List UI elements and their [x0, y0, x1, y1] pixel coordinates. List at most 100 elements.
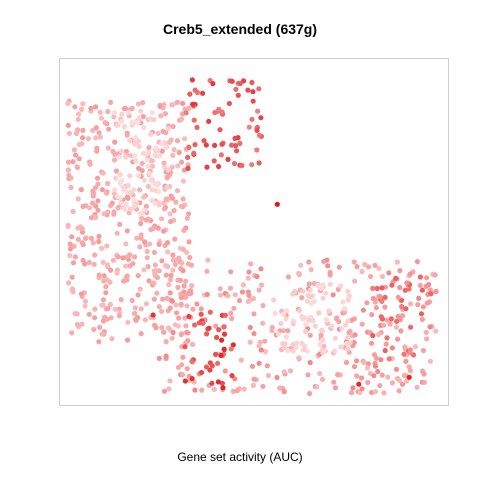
data-point [144, 157, 150, 163]
data-point [301, 346, 307, 352]
data-point [171, 207, 177, 214]
data-point [327, 281, 333, 287]
data-point [105, 305, 111, 311]
data-point [285, 274, 291, 280]
data-point [206, 118, 212, 124]
data-point [180, 203, 186, 209]
data-point [198, 369, 205, 376]
data-point [113, 175, 119, 181]
data-point [421, 371, 427, 377]
data-point [370, 295, 376, 302]
data-point [141, 267, 147, 273]
data-point [136, 173, 142, 179]
data-point [198, 311, 204, 317]
data-point [285, 328, 291, 334]
data-point [336, 319, 342, 325]
data-point [69, 274, 75, 280]
data-point [332, 385, 339, 391]
data-point [88, 235, 94, 241]
data-point [406, 374, 412, 380]
data-point [427, 324, 433, 330]
data-point [433, 288, 439, 295]
data-point [125, 110, 132, 116]
data-point [82, 303, 88, 309]
data-point [364, 365, 371, 371]
plot-area [59, 58, 449, 406]
data-point [137, 244, 143, 250]
data-point [170, 101, 176, 107]
data-point [232, 143, 239, 149]
data-point [100, 170, 106, 176]
data-point [175, 364, 182, 370]
data-point [298, 262, 304, 268]
data-point [349, 390, 355, 396]
data-point [97, 134, 103, 140]
data-point [379, 298, 385, 304]
data-point [121, 278, 127, 284]
data-point [121, 124, 127, 130]
data-point [155, 225, 161, 231]
data-point [93, 125, 99, 131]
data-point [214, 334, 220, 340]
data-point [319, 376, 326, 383]
data-point [169, 335, 175, 341]
data-point [95, 181, 101, 187]
data-point [155, 182, 161, 188]
data-point [381, 322, 387, 328]
data-point [189, 376, 195, 382]
data-point [166, 386, 172, 392]
data-point [146, 145, 152, 151]
data-point [101, 278, 107, 284]
data-point [335, 372, 341, 378]
data-point [184, 215, 190, 221]
data-point [216, 327, 222, 333]
data-point [76, 111, 82, 117]
data-point [294, 340, 300, 346]
data-point [217, 292, 224, 298]
data-point [359, 268, 365, 275]
data-point [67, 241, 73, 247]
data-point [105, 108, 111, 115]
data-point [249, 79, 255, 86]
data-point [203, 364, 210, 370]
data-point [215, 360, 221, 366]
data-point [112, 139, 118, 145]
data-point [181, 283, 187, 289]
data-point [346, 293, 352, 299]
data-point [221, 346, 227, 352]
data-point [232, 135, 238, 141]
data-point [225, 156, 231, 162]
data-point [368, 340, 375, 346]
data-point [382, 347, 388, 354]
data-point [368, 273, 374, 280]
data-point [149, 197, 155, 203]
data-point [222, 368, 228, 374]
data-point [362, 261, 368, 268]
data-point [393, 324, 399, 330]
data-point [103, 290, 109, 296]
data-point [92, 185, 99, 191]
data-point [399, 313, 406, 319]
data-point [356, 381, 362, 387]
data-point [416, 295, 422, 301]
data-point [88, 215, 94, 221]
data-point [65, 167, 71, 173]
data-point [383, 341, 389, 347]
data-point [154, 290, 160, 296]
data-point [282, 341, 288, 347]
data-point [176, 315, 182, 321]
data-point [206, 325, 212, 331]
data-point [343, 322, 349, 328]
data-point [414, 259, 420, 265]
data-point [91, 326, 97, 333]
data-point [183, 278, 189, 284]
data-point [147, 116, 153, 122]
data-point [131, 141, 138, 147]
data-point [95, 207, 101, 213]
scatter-points [65, 77, 439, 397]
data-point [180, 196, 186, 202]
data-point [163, 272, 169, 278]
data-point [284, 308, 290, 314]
data-point [388, 316, 394, 322]
data-point [354, 264, 360, 270]
